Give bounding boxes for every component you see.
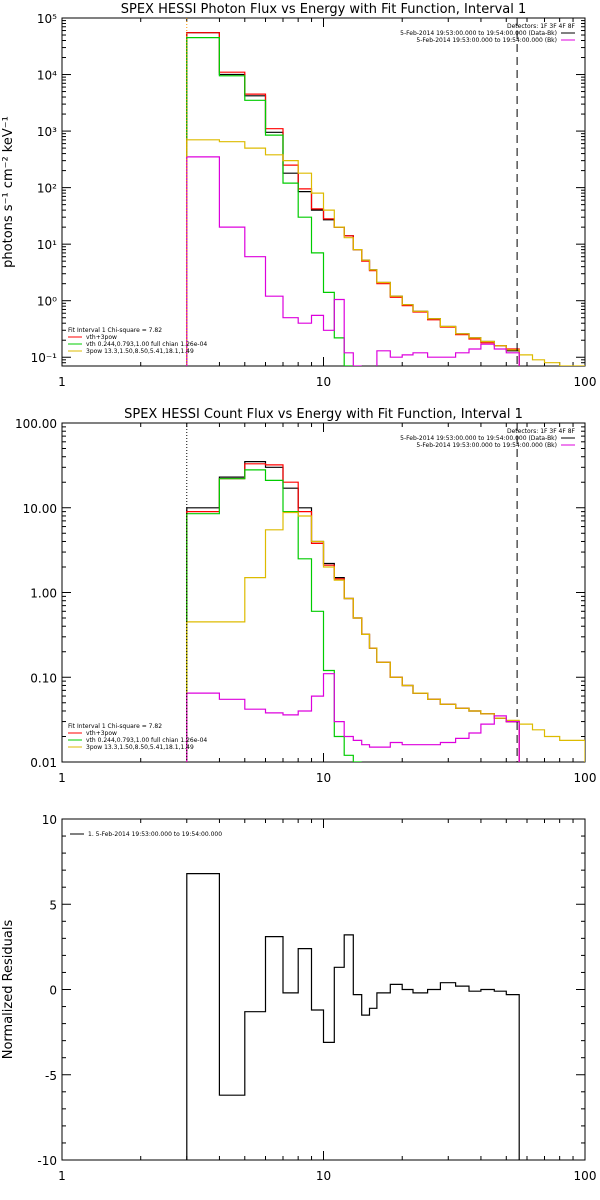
panel-2: SPEX HESSI Count Flux vs Energy with Fit… — [15, 407, 596, 785]
fit-legend-entry-3: 3pow 13.3,1.50,8.50,5.41,18.1,1.49 — [86, 744, 194, 751]
plot-frame — [61, 818, 586, 1161]
x-tick-label: 100 — [574, 1169, 597, 1183]
chart-title: SPEX HESSI Photon Flux vs Energy with Fi… — [121, 2, 527, 17]
x-tick-label: 100 — [574, 771, 597, 785]
series-1-line — [186, 873, 520, 1160]
y-tick-label: 0 — [49, 984, 57, 998]
y-tick-label: 100.00 — [15, 417, 57, 431]
y-axis-label: photons s⁻¹ cm⁻² keV⁻¹ — [1, 116, 16, 268]
x-tick-label: 1 — [58, 771, 66, 785]
y-tick-label: 10⁰ — [37, 295, 57, 309]
legend-entry-2: 5-Feb-2014 19:53:00.000 to 19:54:00.000 … — [416, 37, 557, 44]
panel-1: SPEX HESSI Photon Flux vs Energy with Fi… — [1, 2, 596, 389]
fit-legend-entry-2: vth 0.244,0.793,1.00 full chian 1.26e-04 — [86, 737, 207, 744]
series-4-line — [186, 139, 585, 366]
detector-legend-header: Detectors: 1F 3F 4F 8F — [507, 428, 576, 435]
series-1-line — [186, 32, 520, 366]
plot-area — [186, 873, 520, 1160]
legend-entry-2: 5-Feb-2014 19:53:00.000 to 19:54:00.000 … — [416, 442, 557, 449]
y-tick-label: 0.10 — [30, 671, 57, 685]
series-3-line — [186, 37, 354, 366]
x-tick-label: 10 — [316, 1169, 331, 1183]
chart-title: SPEX HESSI Count Flux vs Energy with Fit… — [124, 407, 523, 422]
y-tick-label: 10² — [37, 182, 57, 196]
y-tick-label: 10.00 — [23, 502, 57, 516]
plot-frame — [61, 17, 586, 367]
residual-legend-entry: 1. 5-Feb-2014 19:53:00.000 to 19:54:00.0… — [88, 831, 222, 838]
plot-frame — [61, 422, 586, 763]
plot-area — [186, 18, 585, 366]
series-5-line — [186, 673, 520, 762]
y-tick-label: 5 — [49, 898, 57, 912]
y-tick-label: 10¹ — [37, 238, 57, 252]
y-tick-label: 10⁴ — [37, 69, 57, 83]
fit-legend-entry-2: vth 0.244,0.793,1.00 full chian 1.26e-04 — [86, 341, 207, 348]
fit-legend-entry-3: 3pow 13.3,1.50,8.50,5.41,18.1,1.49 — [86, 348, 194, 355]
legend-entry-1: 5-Feb-2014 19:53:00.000 to 19:54:00.000 … — [400, 435, 557, 442]
fit-legend-header: Fit Interval 1 Chi-square = 7.82 — [68, 327, 162, 334]
series-4-line — [186, 511, 585, 762]
y-axis-label: Normalized Residuals — [1, 920, 16, 1060]
panel-3: Normalized Residuals 1 10 100 -10 -5 0 5 10 1. 5-… — [1, 813, 596, 1183]
x-tick-label: 1 — [58, 375, 66, 389]
fit-legend-entry-1: vth+3pow — [86, 334, 117, 341]
series-2-line — [186, 32, 520, 366]
x-tick-label: 1 — [58, 1169, 66, 1183]
fit-legend-entry-1: vth+3pow — [86, 730, 117, 737]
x-tick-label: 100 — [574, 375, 597, 389]
y-tick-label: 10 — [42, 813, 57, 827]
y-tick-label: 10⁻¹ — [31, 351, 58, 365]
y-tick-label: 0.01 — [30, 756, 57, 770]
x-tick-label: 10 — [316, 771, 331, 785]
y-tick-label: -5 — [45, 1069, 57, 1083]
x-tick-label: 10 — [316, 375, 331, 389]
y-tick-label: -10 — [37, 1154, 57, 1168]
legend-entry-1: 5-Feb-2014 19:53:00.000 to 19:54:00.000 … — [400, 30, 557, 37]
y-tick-label: 10³ — [37, 125, 57, 139]
y-tick-label: 10⁵ — [37, 12, 57, 26]
series-5-line — [186, 156, 520, 366]
plot-area — [186, 423, 585, 762]
series-3-line — [186, 469, 362, 762]
fit-legend-header: Fit Interval 1 Chi-square = 7.82 — [68, 723, 162, 730]
detector-legend-header: Detectors: 1F 3F 4F 8F — [507, 23, 576, 30]
y-tick-label: 1.00 — [30, 587, 57, 601]
